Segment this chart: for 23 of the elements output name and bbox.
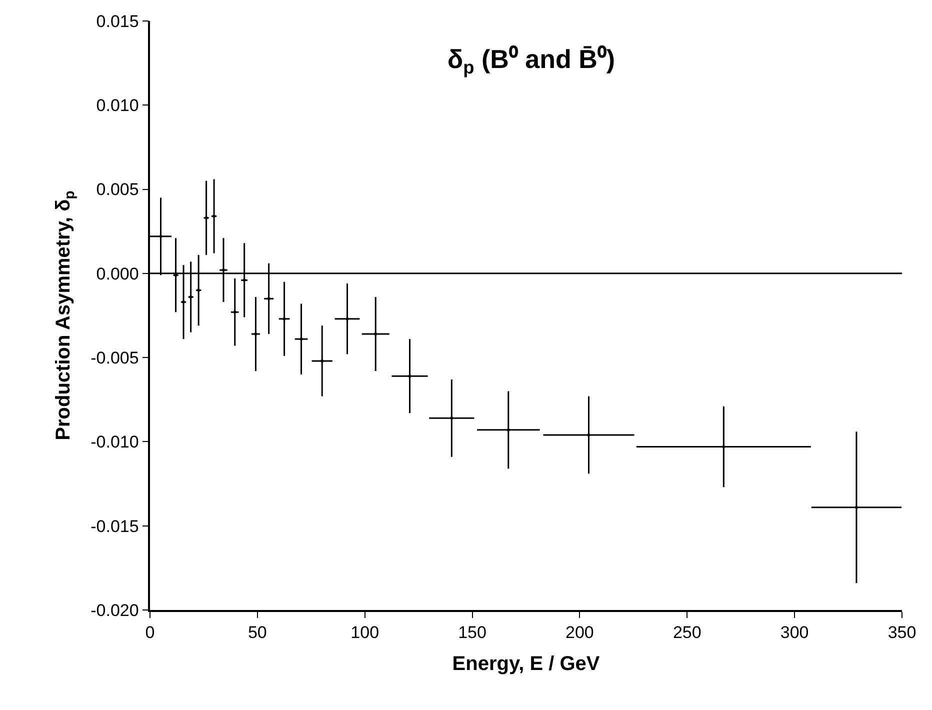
y-tick-label: 0.015	[96, 12, 139, 31]
point	[267, 297, 270, 300]
x-tick-label: 0	[145, 623, 155, 642]
point	[450, 416, 454, 420]
y-tick-label: 0.000	[96, 264, 139, 284]
point	[242, 278, 246, 282]
y-tick-label: -0.020	[90, 600, 139, 620]
point	[254, 332, 258, 336]
y-tick-label: -0.015	[90, 516, 139, 536]
y-tick-label: 0.010	[96, 96, 139, 116]
x-tick-label: 200	[566, 623, 594, 642]
x-tick-label: 50	[248, 623, 267, 642]
point	[282, 317, 286, 320]
x-tick-label: 350	[888, 623, 916, 642]
text: δ$_{p}$ (B⁰ and B̄⁰)	[447, 44, 616, 78]
y-tick-label: -0.010	[90, 432, 139, 452]
x-tick-label: 250	[672, 623, 702, 642]
y-tick-label: 0.005	[96, 180, 139, 200]
x-tick-label: 300	[780, 623, 809, 642]
y-tick-label: -0.005	[90, 348, 139, 368]
x-tick-label: 150	[458, 623, 486, 642]
x-axis-title: Energy, E / GeV	[452, 653, 600, 676]
x-tick-label: 100	[350, 623, 380, 642]
